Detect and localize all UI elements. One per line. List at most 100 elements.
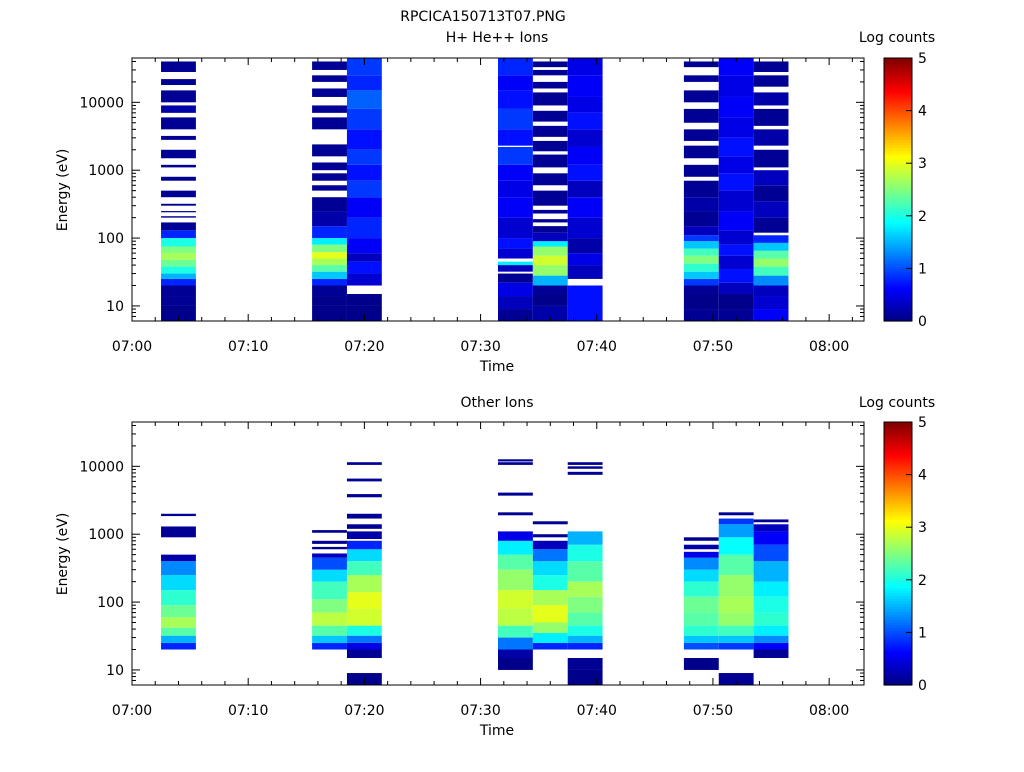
colorbar-step	[884, 537, 912, 541]
heatmap-cell	[532, 219, 568, 223]
colorbar-step	[884, 529, 912, 534]
heatmap-cell	[161, 526, 196, 538]
heatmap-cell	[312, 557, 347, 570]
heatmap-cell	[312, 612, 347, 626]
heatmap-cell	[312, 635, 347, 643]
heatmap-cell	[753, 170, 789, 186]
colorbar-step	[884, 223, 912, 227]
heatmap-cell	[718, 293, 754, 310]
colorbar-step	[884, 226, 912, 230]
colorbar-step	[884, 642, 912, 647]
colorbar-step	[884, 244, 912, 248]
colorbar-step	[884, 656, 912, 660]
heatmap-cell	[161, 273, 196, 279]
colorbar-step	[884, 471, 912, 476]
colorbar-step	[884, 550, 912, 555]
heatmap-cell	[498, 540, 533, 555]
colorbar-step	[884, 679, 912, 683]
colorbar-step	[884, 147, 912, 151]
heatmap-cell	[532, 561, 568, 576]
heatmap-cell	[683, 263, 719, 272]
heatmap-cell	[161, 135, 196, 140]
heatmap-cell	[683, 90, 719, 103]
colorbar-step	[884, 297, 912, 301]
colorbar-step	[884, 286, 912, 291]
colorbar-step	[884, 171, 912, 175]
colorbar-step	[884, 448, 912, 452]
heatmap-cell	[753, 266, 789, 276]
heatmap-cell	[532, 140, 568, 152]
heatmap-cell	[498, 462, 533, 465]
heatmap-cell	[161, 79, 196, 86]
heatmap-cell	[346, 180, 382, 198]
page-title: RPCICA150713T07.PNG	[400, 9, 565, 25]
heatmap-cell	[161, 61, 196, 72]
heatmap-cell	[753, 149, 789, 168]
heatmap-cell	[346, 625, 382, 636]
y-tick-label: 1000	[88, 163, 124, 179]
heatmap-cell	[718, 255, 754, 270]
heatmap-cell	[161, 617, 196, 628]
panel-title: Other Ions	[460, 395, 533, 411]
colorbar-step	[884, 435, 912, 439]
heatmap-cell	[312, 258, 347, 266]
colorbar-step	[884, 566, 912, 570]
heatmap-cell	[683, 569, 719, 582]
heatmap-cell	[683, 625, 719, 636]
colorbar-step	[884, 469, 912, 473]
heatmap-cell	[753, 61, 789, 72]
heatmap-cell	[346, 273, 382, 286]
heatmap-cell	[161, 216, 196, 218]
heatmap-cell	[312, 197, 347, 212]
colorbar-step	[884, 579, 912, 584]
heatmap-cell	[346, 261, 382, 274]
colorbar-step	[884, 213, 912, 217]
x-tick-label: 08:00	[809, 339, 849, 355]
heatmap-cell	[532, 534, 568, 538]
colorbar-step	[884, 265, 912, 269]
colorbar-step	[884, 637, 912, 641]
colorbar-step	[884, 310, 912, 314]
heatmap-cell	[532, 81, 568, 89]
colorbar-step	[884, 535, 912, 539]
heatmap-cell	[753, 524, 789, 532]
colorbar-tick-label: 5	[918, 51, 927, 67]
heatmap-cell	[532, 575, 568, 591]
heatmap-cell	[532, 642, 568, 650]
heatmap-cell	[532, 69, 568, 76]
heatmap-cell	[532, 232, 568, 242]
colorbar-step	[884, 553, 912, 557]
colorbar-step	[884, 495, 912, 499]
colorbar-step	[884, 458, 912, 463]
colorbar-step	[884, 648, 912, 652]
heatmap-cell	[718, 518, 754, 525]
colorbar-step	[884, 663, 912, 668]
heatmap-cell	[567, 197, 603, 218]
colorbar-step	[884, 577, 912, 581]
heatmap-cell	[498, 90, 533, 109]
heatmap-cell	[683, 544, 719, 550]
heatmap-cell	[161, 561, 196, 576]
colorbar-step	[884, 677, 912, 681]
heatmap-cell	[532, 190, 568, 206]
heatmap-cell	[567, 669, 603, 685]
heatmap-cell	[498, 554, 533, 570]
heatmap-cell	[683, 635, 719, 643]
colorbar-tick-label: 5	[918, 415, 927, 431]
heatmap-cell	[312, 88, 347, 97]
heatmap-cell	[312, 642, 347, 650]
heatmap-cell	[718, 117, 754, 138]
heatmap-cell	[346, 75, 382, 91]
heatmap-cell	[498, 282, 533, 297]
colorbar-step	[884, 527, 912, 531]
heatmap-cell	[683, 75, 719, 82]
heatmap-cell	[718, 190, 754, 212]
colorbar-step	[884, 624, 912, 628]
colorbar-step	[884, 150, 912, 154]
colorbar-tick-label: 3	[918, 156, 927, 172]
colorbar-step	[884, 215, 912, 220]
colorbar-step	[884, 273, 912, 277]
panel-h-he-ions: H+ He++ Ions Log counts 07:00 07:10 07:20 0…	[55, 30, 935, 375]
colorbar-step	[884, 71, 912, 75]
colorbar-step	[884, 556, 912, 560]
